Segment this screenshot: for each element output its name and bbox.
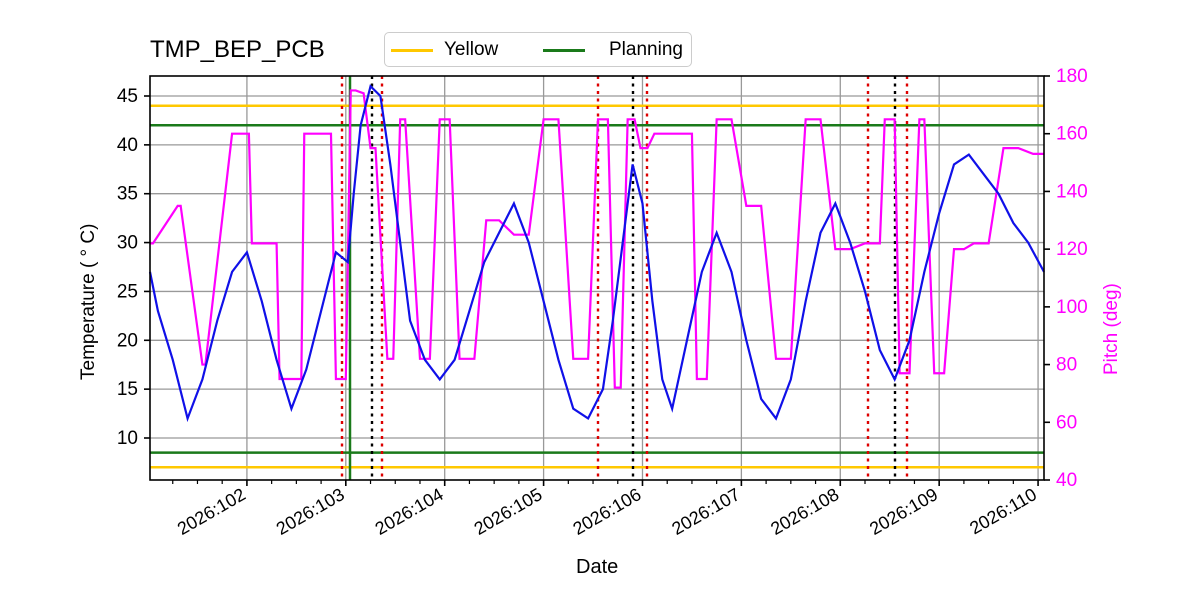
svg-text:2026:105: 2026:105 [471, 484, 546, 539]
svg-text:40: 40 [117, 135, 138, 156]
svg-text:40: 40 [1056, 470, 1077, 491]
svg-text:2026:107: 2026:107 [668, 484, 743, 539]
svg-text:2026:104: 2026:104 [372, 484, 447, 539]
svg-text:45: 45 [117, 86, 138, 107]
svg-text:2026:106: 2026:106 [569, 484, 644, 539]
svg-text:120: 120 [1056, 239, 1088, 260]
svg-text:2026:108: 2026:108 [767, 484, 842, 539]
svg-text:15: 15 [117, 379, 138, 400]
svg-text:2026:102: 2026:102 [174, 484, 249, 539]
svg-text:80: 80 [1056, 355, 1077, 376]
svg-text:2026:110: 2026:110 [966, 484, 1040, 538]
svg-text:2026:103: 2026:103 [273, 484, 348, 539]
svg-text:10: 10 [117, 428, 138, 449]
svg-text:25: 25 [117, 281, 138, 302]
svg-text:60: 60 [1056, 412, 1077, 433]
svg-text:20: 20 [117, 330, 138, 351]
svg-text:160: 160 [1056, 124, 1088, 145]
svg-text:2026:109: 2026:109 [866, 484, 941, 539]
svg-text:100: 100 [1056, 297, 1088, 318]
svg-text:140: 140 [1056, 181, 1088, 202]
svg-text:30: 30 [117, 233, 138, 254]
svg-text:35: 35 [117, 184, 138, 205]
svg-text:180: 180 [1056, 66, 1088, 87]
